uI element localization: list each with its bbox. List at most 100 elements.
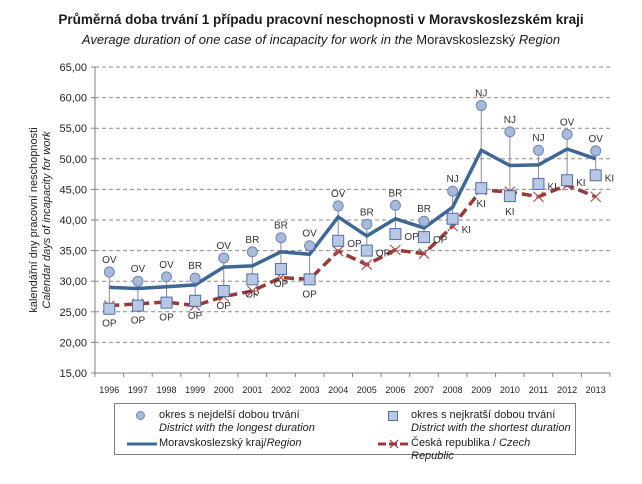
legend-item-shortest: okres s nejkratší dobou trvání District …	[377, 409, 571, 435]
longest-district-label: NJ	[475, 89, 487, 100]
czech-republic-x-marker	[246, 285, 258, 297]
shortest-district-square-marker	[475, 182, 488, 195]
y-tick-label: 50,00	[59, 154, 87, 166]
subtitle-italic-end: Region	[518, 32, 561, 47]
x-tick-label: 2011	[529, 385, 548, 395]
longest-district-label: OV	[102, 255, 117, 266]
x-tick-label: 2005	[357, 385, 377, 395]
chart-title: Průměrná doba trvání 1 případu pracovní …	[58, 12, 584, 27]
shortest-district-label: KI	[477, 199, 486, 210]
czech-republic-x-marker	[533, 191, 544, 203]
longest-district-circle-marker	[161, 271, 173, 283]
y-tick-label: 65,00	[59, 62, 87, 74]
longest-district-circle-marker	[275, 232, 287, 244]
y-axis-title-cz: kalendářní dny pracovní neschopnosti	[28, 127, 40, 312]
shortest-district-square-marker	[103, 302, 116, 315]
x-tick-label: 2010	[500, 385, 520, 395]
axes: 15,00 20,00 25,00 30,00 35,00 40,00 45,00 50,00…	[59, 62, 611, 395]
longest-district-label: BR	[188, 261, 202, 272]
longest-district-label: OV	[302, 229, 317, 240]
longest-district-circle-marker	[447, 185, 459, 197]
series-layer: OV OV OV BR OV BR BR OV OV BR BR BR NJ NJ NJ NJ OV OV OP OP…	[102, 89, 614, 330]
legend-czech-en: Czech Republic	[411, 437, 531, 462]
shortest-district-square-marker	[131, 299, 144, 312]
x-tick-label: 2006	[385, 385, 405, 395]
longest-district-label: BR	[388, 188, 402, 199]
longest-district-label: BR	[417, 204, 431, 215]
czech-republic-x-marker	[332, 245, 344, 257]
longest-district-circle-marker	[332, 200, 344, 212]
y-tick-label: 45,00	[59, 184, 87, 196]
gridlines	[95, 66, 610, 343]
shortest-district-square-marker	[332, 234, 345, 247]
shortest-district-square-marker	[303, 273, 316, 286]
series-region-line	[109, 147, 597, 291]
czech-republic-x-marker	[361, 259, 373, 271]
legend-text-region: Moravskoslezský kraj/Region	[159, 437, 301, 450]
shortest-district-label: OP	[376, 249, 391, 260]
legend-longest-en: District with the longest duration	[159, 422, 315, 434]
longest-district-circle-marker	[103, 266, 115, 278]
shortest-district-label: OP	[245, 289, 260, 300]
shortest-district-label: KI	[547, 182, 556, 193]
x-tick-label: 2002	[271, 385, 291, 395]
y-tick-label: 30,00	[59, 276, 87, 288]
legend-text-longest: okres s nejdelší dobou trvání District w…	[159, 409, 315, 435]
shortest-district-label: KI	[462, 225, 471, 236]
legend-text-shortest: okres s nejkratší dobou trvání District …	[411, 409, 571, 435]
longest-district-circle-marker	[475, 100, 487, 112]
longest-district-circle-marker	[590, 145, 602, 157]
subtitle-italic: Average duration of one case of incapaci…	[81, 32, 413, 47]
shortest-district-square-marker	[189, 294, 202, 307]
x-tick-label: 1996	[99, 385, 119, 395]
shortest-district-label: OP	[274, 279, 289, 290]
czech-republic-x-marker	[590, 191, 602, 203]
shortest-district-label: KI	[576, 178, 585, 189]
y-tick-label: 60,00	[59, 93, 87, 105]
y-tick-label: 20,00	[59, 337, 87, 349]
legend-item-longest: okres s nejdelší dobou trvání District w…	[125, 409, 315, 435]
y-axis-title-en: Calendar days of incapacity for work	[41, 131, 53, 309]
shortest-district-square-marker	[589, 169, 602, 182]
subtitle-region-name: Moravskoslezský	[416, 32, 516, 47]
shortest-district-label: OP	[302, 289, 317, 300]
longest-district-circle-marker	[304, 240, 316, 252]
longest-district-circle-marker	[418, 215, 430, 227]
legend-square-icon	[377, 409, 411, 423]
x-tick-label: 1997	[128, 385, 148, 395]
legend-region-en: Region	[266, 437, 302, 449]
y-tick-label: 40,00	[59, 215, 87, 227]
y-tick-label: 55,00	[59, 123, 87, 135]
legend-longest-cz: okres s nejdelší dobou trvání	[159, 409, 300, 421]
legend-text-czech: Česká republika / Czech Republic	[411, 437, 575, 463]
longest-district-circle-marker	[504, 126, 516, 138]
longest-district-circle-marker	[218, 252, 230, 264]
x-tick-label: 2000	[214, 385, 234, 395]
x-tick-label: 2001	[242, 385, 262, 395]
legend-dashed-x-icon	[377, 437, 411, 451]
legend: okres s nejdelší dobou trvání District w…	[114, 403, 576, 462]
shortest-district-square-marker	[246, 273, 259, 286]
legend-shortest-cz: okres s nejkratší dobou trvání	[411, 409, 556, 421]
shortest-district-square-marker	[360, 244, 373, 257]
x-tick-label: 2007	[414, 385, 434, 395]
x-tick-label: 2004	[328, 385, 348, 395]
longest-district-circle-marker	[189, 272, 201, 284]
shortest-district-label: OP	[131, 316, 146, 327]
x-tick-label: 2008	[443, 385, 463, 395]
shortest-district-label: OP	[404, 232, 419, 243]
czech-republic-x-marker	[418, 248, 430, 260]
longest-district-label: OV	[560, 117, 575, 128]
chart-subtitle: Average duration of one case of incapaci…	[0, 32, 642, 47]
shortest-district-square-marker	[532, 177, 545, 190]
longest-district-label: BR	[360, 207, 374, 218]
longest-district-label: OV	[217, 241, 232, 252]
legend-item-region: Moravskoslezský kraj/Region	[125, 437, 301, 451]
longest-district-label: OV	[331, 189, 346, 200]
y-tick-label: 15,00	[59, 368, 87, 380]
longest-district-label: NJ	[504, 115, 516, 126]
longest-district-circle-marker	[246, 246, 258, 258]
longest-district-label: NJ	[447, 174, 459, 185]
longest-district-label: NJ	[532, 133, 544, 144]
longest-district-circle-marker	[361, 218, 373, 230]
